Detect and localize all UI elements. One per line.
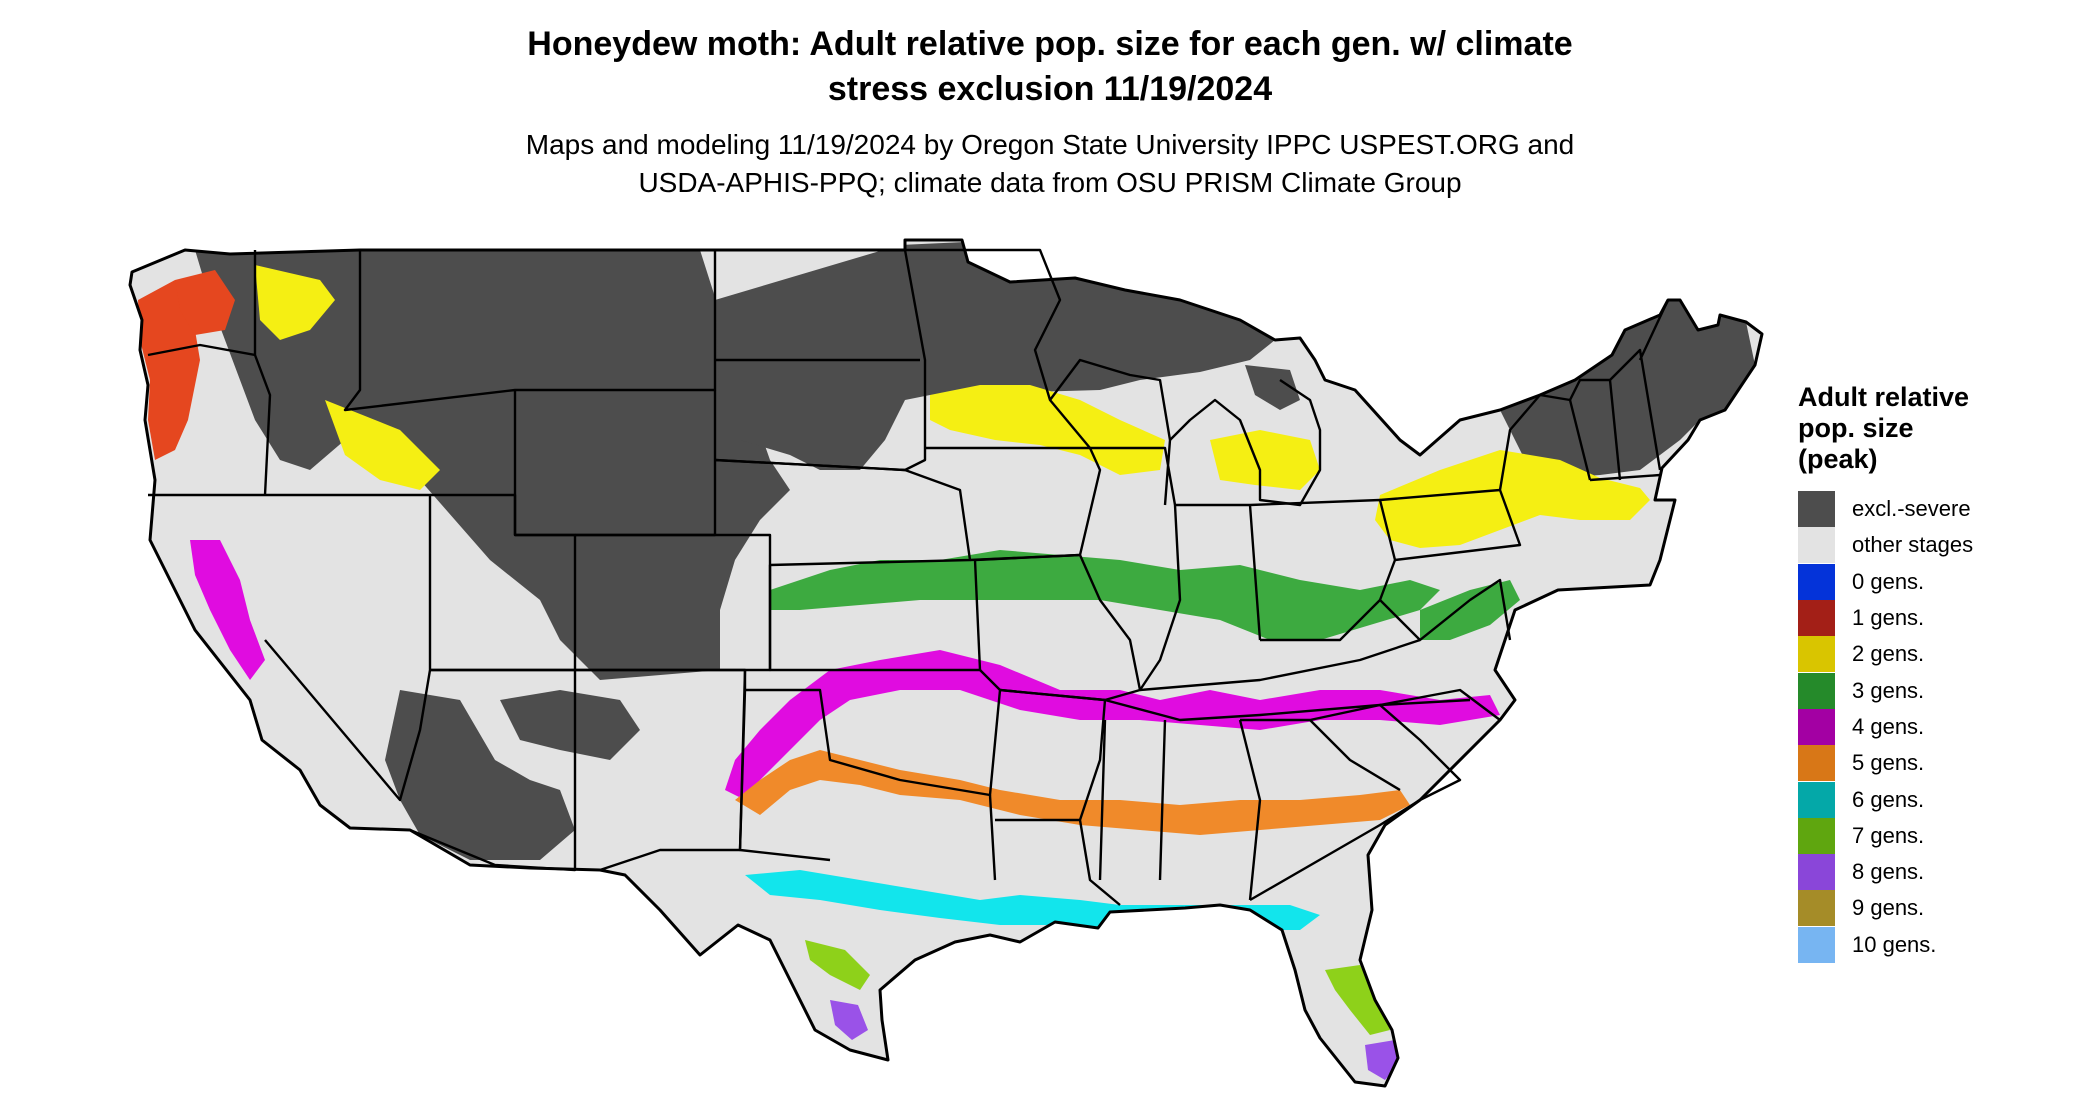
legend-item: 8 gens. <box>1798 854 1973 891</box>
legend-label: 9 gens. <box>1852 895 1925 921</box>
legend-item: other stages <box>1798 527 1974 564</box>
legend-swatch <box>1798 563 1835 600</box>
legend-label: 8 gens. <box>1852 859 1925 885</box>
legend-item: excl.-severe <box>1798 491 1973 528</box>
gen2-band-northeast <box>1375 450 1650 548</box>
legend-swatch <box>1798 708 1835 745</box>
map-subtitle: Maps and modeling 11/19/2024 by Oregon S… <box>0 126 2100 202</box>
state-border-michigan <box>1169 379 1322 507</box>
legend-swatch <box>1798 817 1835 854</box>
excluded-zone-upper-midwest <box>715 242 1275 470</box>
map-subtitle-line-1: Maps and modeling 11/19/2024 by Oregon S… <box>525 129 1575 160</box>
state-border-nebraska-kansas <box>714 458 982 672</box>
map-layer <box>128 238 1764 1088</box>
state-border-indiana-ohio <box>1175 498 1397 642</box>
legend-swatch <box>1798 854 1835 891</box>
legend-title-line-3: (peak) <box>1798 444 1878 474</box>
gen1-band-pacific-coast <box>138 280 200 460</box>
excluded-zone-northwest <box>195 250 790 680</box>
gen8-band-south-texas <box>830 1000 868 1040</box>
legend-item: 0 gens. <box>1798 563 1973 600</box>
gen3-band-appalachian <box>1420 580 1520 640</box>
state-border-wisconsin-illinois <box>1049 358 1182 691</box>
state-border-mississippi-alabama <box>1098 719 1262 901</box>
map-title-line-2: stress exclusion 11/19/2024 <box>827 70 1273 108</box>
state-border-georgia-carolinas <box>1240 703 1462 902</box>
gen3-band-central <box>770 550 1440 640</box>
legend-item: 5 gens. <box>1798 745 1973 782</box>
legend-swatch <box>1798 491 1835 528</box>
legend-label: excl.-severe <box>1852 496 1971 522</box>
legend-swatch <box>1798 527 1835 564</box>
state-border-arkansas-louisiana <box>995 688 1121 906</box>
legend-label: other stages <box>1852 532 1974 558</box>
legend-item: 1 gens. <box>1798 600 1973 637</box>
legend-item: 9 gens. <box>1798 890 1973 927</box>
state-border-texas <box>738 689 997 881</box>
legend-label: 6 gens. <box>1852 786 1925 812</box>
legend-swatch <box>1798 636 1835 673</box>
legend-swatch <box>1798 890 1835 927</box>
legend-item: 4 gens. <box>1798 708 1973 745</box>
gen4-band-california <box>190 540 265 680</box>
map-legend: Adult relative pop. size (peak) excl.-se… <box>1798 382 1973 963</box>
legend-item: 7 gens. <box>1798 817 1973 854</box>
state-border-kentucky-tennessee <box>1104 638 1471 722</box>
legend-swatch <box>1798 781 1835 818</box>
gen1-band-puget <box>175 270 235 335</box>
legend-title-line-2: pop. size <box>1798 413 1914 443</box>
legend-title: Adult relative pop. size (peak) <box>1798 382 1973 475</box>
gen5-band-southern <box>735 750 1410 835</box>
legend-label: 10 gens. <box>1852 931 1937 957</box>
state-border-washington-oregon <box>147 343 256 357</box>
legend-item: 2 gens. <box>1798 636 1973 673</box>
legend-label: 1 gens. <box>1852 605 1925 631</box>
state-borders <box>147 248 1670 906</box>
climate-zones <box>138 242 1755 1080</box>
gen8-band-south-tip <box>1365 1040 1398 1080</box>
gen7-band-texas <box>805 940 870 990</box>
map-subtitle-line-2: USDA-APHIS-PPQ; climate data from OSU PR… <box>638 167 1462 198</box>
state-border-nevada <box>264 493 432 802</box>
legend-item: 3 gens. <box>1798 672 1973 709</box>
gen4-band-south-central <box>725 650 1500 800</box>
legend-label: 0 gens. <box>1852 568 1925 594</box>
us-outline-border <box>128 238 1764 1088</box>
legend-label: 4 gens. <box>1852 713 1925 739</box>
map-title-line-1: Honeydew moth: Adult relative pop. size … <box>527 25 1573 63</box>
excluded-zone-northeast <box>1500 300 1755 478</box>
gen2-band-upper-midwest <box>930 385 1165 475</box>
excluded-zone-utah-colorado <box>500 690 640 760</box>
excluded-zone-michigan <box>1245 365 1300 410</box>
gen2-band-northwest-interior <box>255 265 335 340</box>
legend-label: 3 gens. <box>1852 677 1925 703</box>
legend-swatch <box>1798 672 1835 709</box>
gen2-band-michigan <box>1210 430 1320 490</box>
legend-label: 7 gens. <box>1852 822 1925 848</box>
legend-items: excl.-severe other stages 0 gens. 1 gens… <box>1798 491 1973 963</box>
state-border-oklahoma <box>743 669 1002 797</box>
gen2-band-oregon-idaho <box>325 400 440 490</box>
legend-label: 5 gens. <box>1852 750 1925 776</box>
gen7-band-florida <box>1325 965 1390 1035</box>
map-title: Honeydew moth: Adult relative pop. size … <box>0 22 2100 112</box>
state-border-montana <box>343 250 717 412</box>
state-border-new-england <box>1568 299 1670 482</box>
state-border-virginia <box>1379 578 1512 721</box>
legend-item: 10 gens. <box>1798 926 1973 963</box>
state-border-idaho-west <box>253 250 272 496</box>
excluded-zone-southwest <box>385 690 575 860</box>
legend-swatch <box>1798 745 1835 782</box>
legend-title-line-1: Adult relative <box>1798 382 1970 412</box>
legend-swatch <box>1798 926 1835 963</box>
legend-swatch <box>1798 600 1835 637</box>
legend-label: 2 gens. <box>1852 641 1925 667</box>
legend-item: 6 gens. <box>1798 781 1973 818</box>
